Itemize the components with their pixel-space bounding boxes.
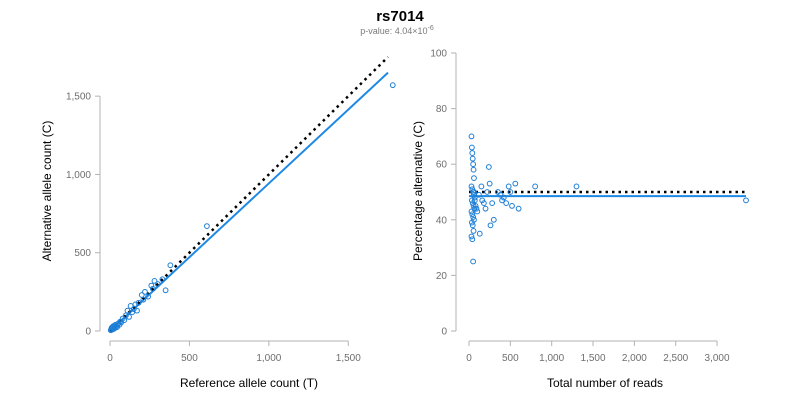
right-y-tick-label: 80: [436, 104, 448, 115]
left-y-tick-label: 500: [74, 248, 91, 259]
chart-subtitle: p-value: 4.04×10-6: [360, 25, 434, 36]
left-x-tick-label: 0: [107, 353, 113, 364]
left-data-point: [389, 82, 396, 89]
right-data-point: [500, 194, 507, 201]
right-data-point: [487, 222, 494, 229]
right-x-tick-label: 2,000: [622, 353, 647, 364]
right-data-point: [468, 208, 475, 215]
right-data-point: [474, 208, 481, 215]
p-value-label: p-value: 4.04×10: [360, 26, 427, 36]
right-data-point: [482, 205, 489, 212]
right-data-point: [505, 183, 512, 190]
right-data-point: [469, 211, 476, 218]
right-data-point: [490, 216, 497, 223]
left-data-point: [126, 314, 132, 320]
left-x-tick-label: 500: [181, 353, 198, 364]
right-data-point: [478, 183, 485, 190]
left-reference-line: [109, 56, 389, 332]
left-y-tick-label: 0: [85, 327, 91, 338]
right-data-point: [515, 205, 522, 212]
right-x-axis-label: Total number of reads: [547, 376, 663, 390]
right-data-point: [468, 219, 475, 226]
right-y-tick-label: 60: [436, 160, 448, 171]
left-x-tick-label: 1,000: [256, 353, 281, 364]
right-data-point: [486, 180, 493, 187]
left-data-point: [145, 293, 152, 300]
right-y-tick-label: 0: [441, 327, 447, 338]
right-data-point: [470, 258, 477, 265]
right-data-point: [470, 166, 477, 173]
right-y-tick-label: 40: [436, 215, 448, 226]
left-y-tick-label: 1,000: [66, 170, 91, 181]
right-data-point: [503, 200, 510, 207]
right-data-point: [469, 155, 476, 162]
right-y-tick-label: 100: [430, 49, 447, 60]
right-data-point: [489, 200, 496, 207]
right-data-point: [532, 183, 539, 190]
left-data-point: [154, 281, 161, 287]
right-data-point: [484, 189, 491, 195]
right-data-point: [476, 191, 482, 198]
right-data-point: [512, 180, 519, 187]
right-data-point: [470, 161, 477, 168]
left-data-point: [159, 276, 166, 283]
right-data-point: [468, 133, 475, 140]
right-data-point: [469, 236, 476, 243]
left-x-axis-label: Reference allele count (T): [180, 376, 318, 390]
p-value-exponent: -6: [428, 25, 434, 32]
left-scatter-panel: Reference allele count (T) Alternative a…: [40, 56, 396, 390]
right-x-tick-label: 1,000: [539, 353, 564, 364]
right-data-point: [573, 183, 580, 190]
left-x-tick-label: 1,500: [336, 353, 361, 364]
right-scatter-panel: Total number of reads Percentage alterna…: [411, 49, 749, 390]
left-data-point: [142, 288, 148, 295]
right-data-point: [470, 214, 477, 220]
right-data-point: [470, 228, 477, 234]
right-data-point: [507, 189, 514, 195]
right-x-tick-label: 500: [502, 353, 519, 364]
right-x-tick-label: 2,500: [663, 353, 688, 364]
chart-title: rs7014: [376, 8, 424, 25]
left-y-tick-label: 1,500: [66, 92, 91, 103]
left-data-point: [119, 315, 126, 322]
right-data-point: [480, 200, 487, 207]
right-data-point: [476, 230, 483, 237]
right-x-tick-label: 1,500: [581, 353, 606, 364]
left-fit-line: [109, 71, 389, 332]
right-x-tick-label: 0: [466, 353, 472, 364]
right-data-point: [468, 183, 475, 190]
right-x-tick-label: 3,000: [705, 353, 730, 364]
right-data-point: [473, 205, 480, 212]
right-data-point: [468, 144, 475, 151]
right-data-point: [743, 197, 749, 204]
right-data-point: [469, 222, 476, 229]
left-data-point: [134, 307, 140, 314]
right-data-point: [485, 164, 492, 170]
left-data-point: [167, 262, 174, 269]
right-data-point: [471, 189, 477, 195]
left-data-point: [162, 287, 169, 294]
right-data-point: [468, 197, 475, 204]
left-data-point: [204, 223, 210, 229]
left-data-point: [140, 296, 147, 303]
right-data-point: [468, 233, 475, 240]
right-data-point: [469, 150, 476, 156]
left-data-point: [148, 282, 155, 289]
right-y-axis-label: Percentage alternative (C): [411, 121, 425, 261]
left-data-point: [132, 301, 139, 308]
right-data-point: [497, 191, 504, 198]
left-data-point: [149, 285, 156, 292]
left-y-axis-label: Alternative allele count (C): [40, 121, 54, 262]
right-data-point: [509, 203, 515, 209]
right-y-tick-label: 20: [436, 271, 448, 282]
right-data-point: [472, 203, 479, 209]
right-data-point: [471, 197, 478, 204]
left-data-point: [135, 299, 142, 306]
left-data-point: [151, 277, 158, 284]
right-data-point: [471, 175, 477, 182]
